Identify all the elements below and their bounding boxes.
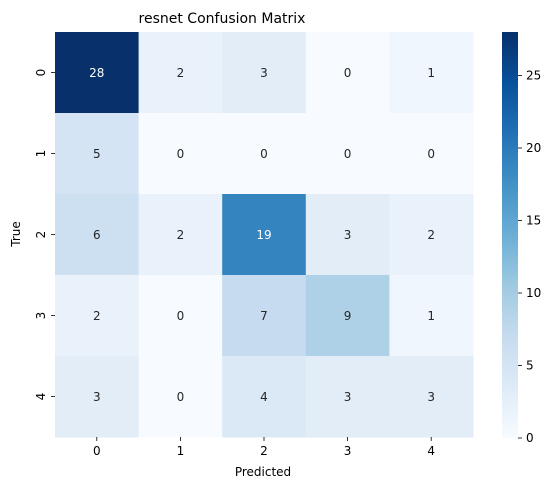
heatmap-cell bbox=[138, 275, 223, 357]
cell-value-label: 6 bbox=[93, 228, 101, 242]
colorbar-tick-label: 15 bbox=[526, 214, 541, 228]
colorbar-tick-label: 0 bbox=[526, 431, 534, 445]
cell-value-label: 9 bbox=[344, 309, 352, 323]
heatmap-cell bbox=[389, 356, 474, 438]
heatmap-cell bbox=[389, 113, 474, 195]
cell-value-label: 5 bbox=[93, 147, 101, 161]
x-tick-label: 0 bbox=[93, 444, 101, 458]
y-tick-label: 0 bbox=[34, 69, 48, 77]
heatmap-cell bbox=[55, 356, 140, 438]
heatmap-cell bbox=[305, 194, 390, 276]
cell-value-label: 2 bbox=[177, 228, 185, 242]
heatmap-cell bbox=[305, 113, 390, 195]
y-tick-label: 2 bbox=[34, 231, 48, 239]
cell-value-label: 3 bbox=[260, 66, 268, 80]
cell-value-label: 3 bbox=[93, 390, 101, 404]
heatmap-cell bbox=[55, 194, 140, 276]
y-axis-ticks: 0 1 2 3 4 bbox=[34, 69, 55, 401]
cell-value-label: 0 bbox=[260, 147, 268, 161]
cell-value-label: 3 bbox=[344, 390, 352, 404]
cell-value-label: 2 bbox=[177, 66, 185, 80]
heatmap-cell bbox=[389, 32, 474, 114]
colorbar-tick-label: 25 bbox=[526, 69, 541, 83]
colorbar bbox=[502, 32, 518, 438]
heatmap-cell bbox=[389, 275, 474, 357]
colorbar-ticks: 0 5 10 15 20 25 bbox=[518, 69, 541, 445]
x-axis-ticks: 0 1 2 3 4 bbox=[93, 437, 435, 458]
heatmap-cell bbox=[138, 113, 223, 195]
cell-value-label: 0 bbox=[427, 147, 435, 161]
cell-value-label: 0 bbox=[344, 66, 352, 80]
cell-value-label: 1 bbox=[427, 309, 435, 323]
cell-value-label: 1 bbox=[427, 66, 435, 80]
heatmap-cell bbox=[55, 275, 140, 357]
x-tick-label: 2 bbox=[260, 444, 268, 458]
cell-value-label: 3 bbox=[427, 390, 435, 404]
heatmap-cell bbox=[138, 356, 223, 438]
heatmap-cell bbox=[55, 32, 140, 114]
heatmap-cell bbox=[222, 275, 307, 357]
x-tick-label: 4 bbox=[427, 444, 435, 458]
cell-value-label: 19 bbox=[256, 228, 271, 242]
heatmap-cell bbox=[222, 356, 307, 438]
cell-value-label: 0 bbox=[177, 309, 185, 323]
heatmap-cell bbox=[222, 32, 307, 114]
heatmap-cell bbox=[305, 356, 390, 438]
heatmap-cell bbox=[222, 113, 307, 195]
cell-value-label: 7 bbox=[260, 309, 268, 323]
y-axis-label: True bbox=[9, 221, 23, 248]
heatmap-cell bbox=[55, 113, 140, 195]
chart-title: resnet Confusion Matrix bbox=[139, 11, 306, 27]
heatmap-cells: 28 2 3 0 1 5 0 0 0 0 6 2 19 3 2 2 0 7 9 1 3 0 4 3 3 bbox=[55, 32, 474, 438]
cell-value-label: 28 bbox=[89, 66, 104, 80]
colorbar-tick-label: 5 bbox=[526, 359, 534, 373]
heatmap-cell bbox=[222, 194, 307, 276]
cell-value-label: 4 bbox=[260, 390, 268, 404]
y-tick-label: 3 bbox=[34, 312, 48, 320]
y-tick-label: 4 bbox=[34, 393, 48, 401]
colorbar-tick-label: 20 bbox=[526, 141, 541, 155]
y-tick-label: 1 bbox=[34, 150, 48, 158]
cell-value-label: 0 bbox=[177, 390, 185, 404]
x-tick-label: 1 bbox=[177, 444, 185, 458]
heatmap-cell bbox=[389, 194, 474, 276]
cell-value-label: 2 bbox=[93, 309, 101, 323]
heatmap-cell bbox=[138, 194, 223, 276]
cell-value-label: 0 bbox=[177, 147, 185, 161]
heatmap-cell bbox=[305, 275, 390, 357]
heatmap-cell bbox=[305, 32, 390, 114]
cell-value-label: 3 bbox=[344, 228, 352, 242]
colorbar-tick-label: 10 bbox=[526, 286, 541, 300]
cell-value-label: 2 bbox=[427, 228, 435, 242]
x-axis-label: Predicted bbox=[235, 465, 291, 479]
heatmap-cell bbox=[138, 32, 223, 114]
cell-value-label: 0 bbox=[344, 147, 352, 161]
x-tick-label: 3 bbox=[344, 444, 352, 458]
